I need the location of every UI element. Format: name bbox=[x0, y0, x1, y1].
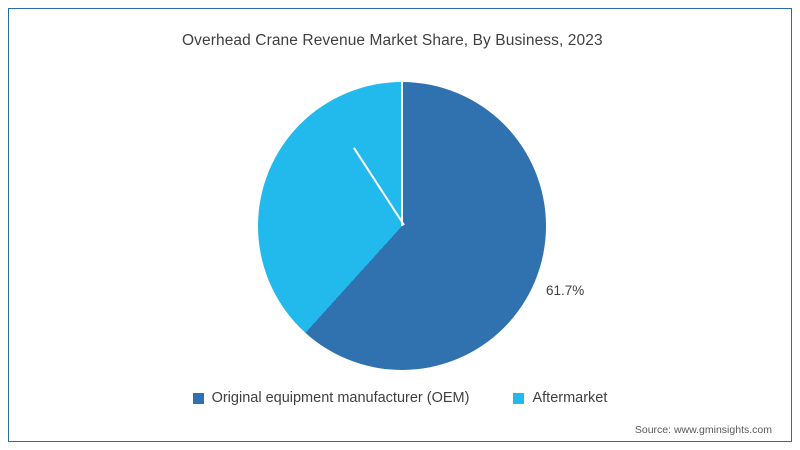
slice-divider-top bbox=[401, 82, 403, 226]
source-attribution: Source: www.gminsights.com bbox=[634, 424, 772, 436]
data-label-oem: 61.7% bbox=[546, 283, 585, 298]
pie-chart bbox=[258, 82, 546, 370]
legend-swatch-aftermarket bbox=[513, 392, 525, 404]
legend-label-oem: Original equipment manufacturer (OEM) bbox=[211, 390, 470, 406]
legend-swatch-oem bbox=[192, 392, 204, 404]
legend-item-oem[interactable]: Original equipment manufacturer (OEM) bbox=[192, 390, 470, 406]
chart-legend: Original equipment manufacturer (OEM) Af… bbox=[0, 390, 800, 406]
chart-title: Overhead Crane Revenue Market Share, By … bbox=[182, 32, 603, 49]
legend-item-aftermarket[interactable]: Aftermarket bbox=[513, 390, 607, 406]
legend-label-aftermarket: Aftermarket bbox=[532, 390, 608, 406]
